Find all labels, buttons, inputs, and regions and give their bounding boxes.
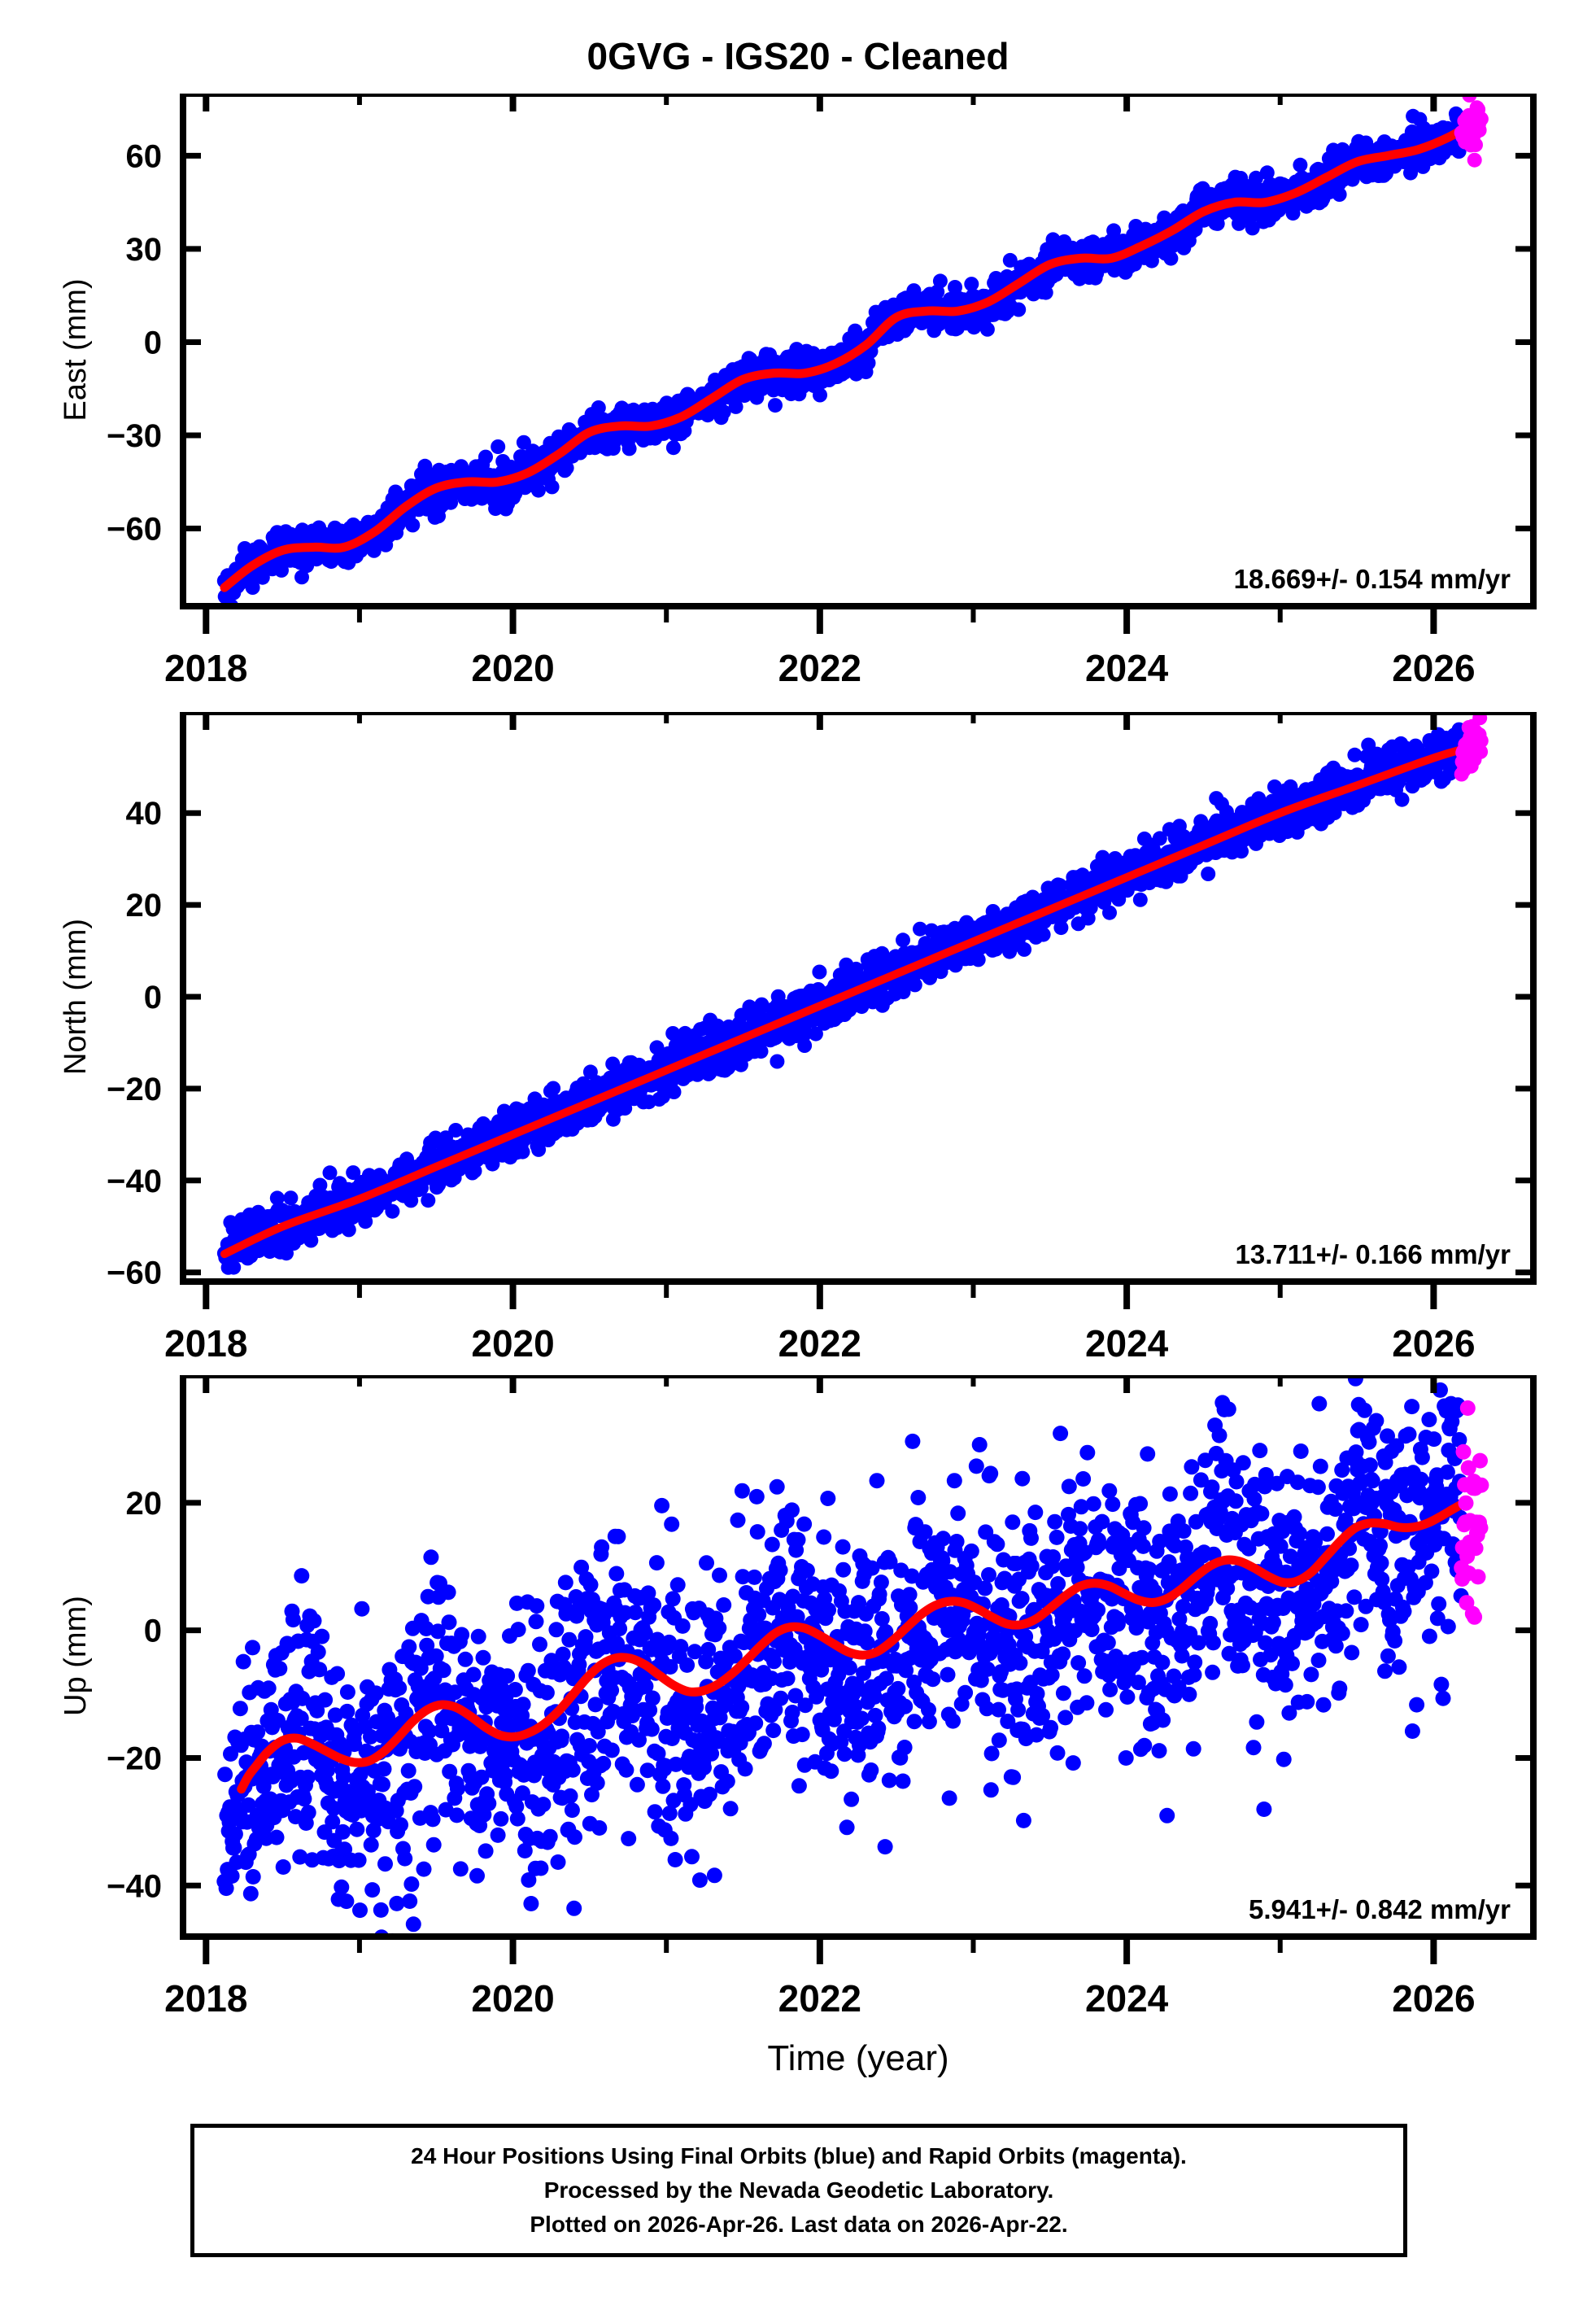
x-tick-label: 2018: [164, 1977, 247, 2020]
y-tick-label: 40: [126, 796, 163, 832]
x-tick-label: 2020: [471, 1977, 554, 2020]
data-layer-up: [216, 1375, 1489, 1937]
x-tick-label: 2026: [1392, 647, 1475, 689]
final-orbit-points: [216, 1375, 1469, 1937]
y-axis-title: Up (mm): [59, 1596, 93, 1716]
y-tick-label: 60: [126, 138, 163, 174]
trend-line: [220, 740, 1485, 1259]
x-tick-label: 2018: [164, 1322, 247, 1365]
footer-line-processor: Processed by the Nevada Geodetic Laborat…: [543, 2177, 1054, 2203]
plot-frame: [180, 94, 1537, 609]
y-tick-label: 20: [126, 1486, 163, 1522]
y-tick-label: 20: [126, 888, 163, 924]
page-title: 0GVG - IGS20 - Cleaned: [587, 35, 1009, 77]
footer-line-dates: Plotted on 2026-Apr-26. Last data on 202…: [530, 2212, 1068, 2237]
y-tick-label: −20: [107, 1740, 162, 1776]
x-tick-label: 2024: [1085, 1322, 1169, 1365]
rate-annotation: 13.711+/- 0.166 mm/yr: [1235, 1239, 1511, 1269]
plot-frame: [180, 1375, 1537, 1940]
y-tick-label: 30: [126, 232, 163, 268]
panel-east: 60 30 0 −30 −60 2018 2020 2022 2024 2026 East (mm)…: [0, 94, 1596, 761]
rapid-orbit-points: [1454, 712, 1489, 782]
plot-east: 60 30 0 −30 −60 2018 2020 2022 2024 2026 East (mm)…: [59, 94, 1537, 689]
x-tick-label: 2022: [778, 1322, 861, 1365]
y-tick-label: −60: [107, 1256, 162, 1291]
x-tick-label: 2018: [164, 647, 247, 689]
plot-up: 20 0 −20 −40 2018 2020 2022 2024 2026 Up (mm) 5.94…: [59, 1375, 1537, 2078]
x-tick-label: 2024: [1085, 647, 1169, 689]
x-axis-north: 2018 2020 2022 2024 2026: [164, 712, 1476, 1365]
y-tick-label: −60: [107, 512, 162, 548]
trend-line: [220, 114, 1486, 592]
y-tick-label: −20: [107, 1072, 162, 1107]
x-tick-label: 2026: [1392, 1322, 1475, 1365]
x-tick-label: 2024: [1085, 1977, 1169, 2020]
x-tick-label: 2026: [1392, 1977, 1475, 2020]
trend-line: [237, 1498, 1469, 1794]
rapid-orbit-points: [1454, 1400, 1489, 1625]
y-axis-title: North (mm): [59, 919, 93, 1075]
panel-up: 20 0 −20 −40 2018 2020 2022 2024 2026 Up (mm) 5.94…: [0, 1375, 1596, 2091]
rapid-orbit-points: [1454, 94, 1489, 168]
y-axis-east: 60 30 0 −30 −60: [107, 138, 1533, 548]
y-tick-label: −30: [107, 418, 162, 454]
y-tick-label: 0: [144, 325, 162, 360]
rate-annotation: 5.941+/- 0.842 mm/yr: [1249, 1894, 1511, 1924]
x-axis-title: Time (year): [767, 2038, 948, 2078]
y-tick-label: −40: [107, 1868, 162, 1904]
x-tick-label: 2020: [471, 1322, 554, 1365]
data-layer-east: [216, 94, 1489, 606]
y-axis-up: 20 0 −20 −40: [107, 1486, 1533, 1904]
x-tick-label: 2022: [778, 647, 861, 689]
x-axis-east: 2018 2020 2022 2024 2026: [164, 94, 1476, 689]
x-tick-label: 2020: [471, 647, 554, 689]
footer-note-box: 24 Hour Positions Using Final Orbits (bl…: [190, 2124, 1407, 2257]
panel-north: 40 20 0 −20 −40 −60 2018 2020 2022 2024 2026 North …: [0, 712, 1596, 1436]
y-axis-north: 40 20 0 −20 −40 −60: [107, 796, 1533, 1291]
y-tick-label: 0: [144, 1614, 162, 1649]
y-tick-label: −40: [107, 1164, 162, 1199]
x-tick-label: 2022: [778, 1977, 861, 2020]
y-axis-title: East (mm): [59, 278, 93, 421]
rate-annotation: 18.669+/- 0.154 mm/yr: [1234, 564, 1511, 594]
footer-line-orbits: 24 Hour Positions Using Final Orbits (bl…: [411, 2143, 1187, 2168]
x-axis-up: 2018 2020 2022 2024 2026: [164, 1375, 1476, 2020]
data-layer-north: [216, 712, 1489, 1275]
y-tick-label: 0: [144, 980, 162, 1015]
